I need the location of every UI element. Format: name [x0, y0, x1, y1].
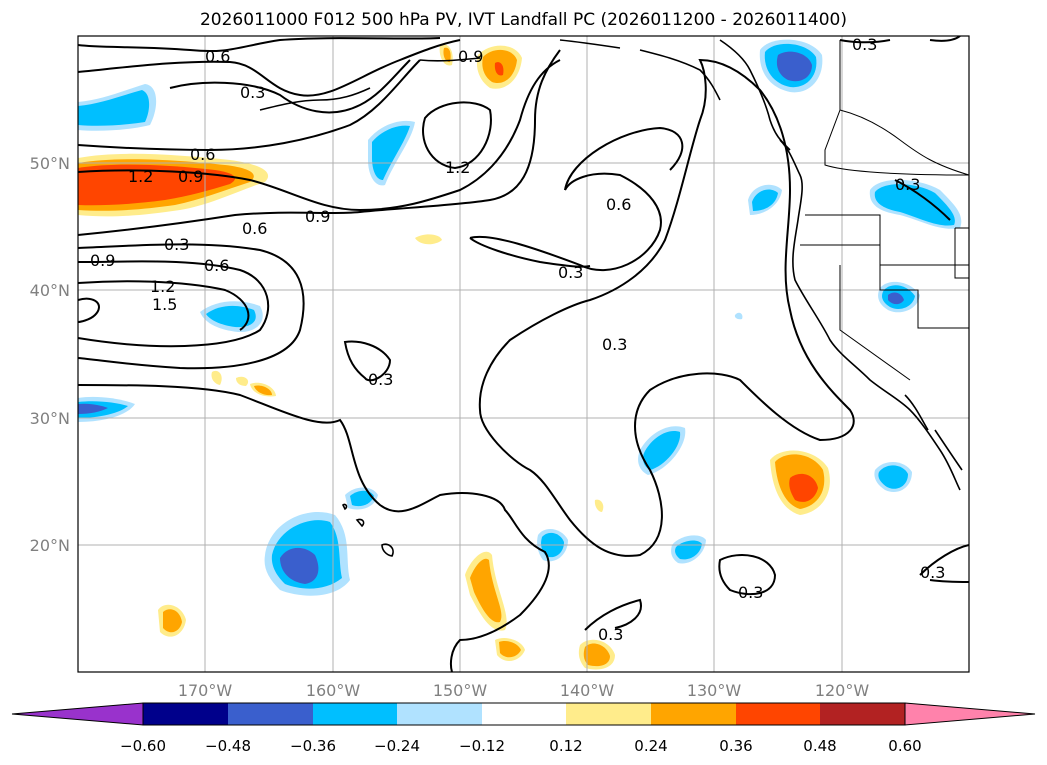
lon-label: 130°W	[687, 681, 742, 700]
lat-label: 50°N	[30, 154, 70, 173]
filled-pc-field	[78, 39, 962, 670]
lon-label: 170°W	[178, 681, 233, 700]
contour-label: 0.3	[598, 625, 623, 644]
borders	[800, 40, 969, 381]
colorbar-tick: −0.60	[120, 737, 166, 755]
contour-label: 0.6	[190, 145, 215, 164]
colorbar-bin	[566, 703, 651, 725]
lon-label: 140°W	[560, 681, 615, 700]
colorbar-tick: −0.12	[459, 737, 505, 755]
colorbar-extend-max	[904, 702, 1036, 726]
colorbar-bin	[313, 703, 397, 725]
contour-label: 0.3	[895, 175, 920, 194]
lon-label: 160°W	[306, 681, 361, 700]
figure-title: 2026011000 F012 500 hPa PV, IVT Landfall…	[199, 10, 847, 30]
longitude-labels: 170°W 160°W 150°W 140°W 130°W 120°W	[178, 681, 870, 700]
lon-label: 120°W	[815, 681, 870, 700]
contour-label: 0.3	[240, 83, 265, 102]
graticule	[78, 36, 969, 672]
lat-label: 30°N	[30, 409, 70, 428]
contour-labels: 0.6 0.3 0.9 0.6 1.2 0.9 0.6 0.9 0.3 0.6 …	[90, 35, 945, 644]
colorbar-bin	[820, 703, 905, 725]
colorbar-tick: 0.60	[888, 737, 921, 755]
colorbar-bin	[143, 703, 228, 725]
lon-label: 150°W	[433, 681, 488, 700]
colorbar-bin	[228, 703, 313, 725]
colorbar-bin	[651, 703, 736, 725]
contour-label: 0.9	[305, 207, 330, 226]
contour-label: 1.5	[152, 295, 177, 314]
contour-label: 1.2	[128, 167, 153, 186]
colorbar-bin	[482, 703, 566, 725]
coastlines	[259, 39, 963, 557]
contour-label: 0.9	[90, 251, 115, 270]
colorbar-tick: −0.24	[374, 737, 420, 755]
contour-label: 0.3	[558, 263, 583, 282]
contour-label: 1.2	[150, 277, 175, 296]
pv-contours	[78, 36, 969, 672]
colorbar-tick: 0.36	[719, 737, 752, 755]
contour-label: 0.3	[602, 335, 627, 354]
contour-label: 0.6	[204, 256, 229, 275]
contour-label: 0.3	[368, 370, 393, 389]
colorbar-tick: 0.12	[549, 737, 582, 755]
colorbar-tick: −0.36	[290, 737, 336, 755]
colorbar-bin	[397, 703, 482, 725]
contour-label: 0.9	[178, 167, 203, 186]
colorbar-bin	[736, 703, 820, 725]
contour-label: 0.6	[205, 47, 230, 66]
colorbar-tick: 0.24	[634, 737, 667, 755]
contour-label: 0.3	[852, 35, 877, 54]
colorbar-extend-min	[11, 702, 144, 726]
contour-label: 0.6	[606, 195, 631, 214]
contour-label: 0.3	[164, 235, 189, 254]
lat-label: 20°N	[30, 536, 70, 555]
contour-label: 1.2	[445, 158, 470, 177]
lat-label: 40°N	[30, 281, 70, 300]
map-frame	[77, 35, 970, 673]
colorbar-tick: 0.48	[803, 737, 836, 755]
contour-label: 0.6	[242, 219, 267, 238]
contour-label: 0.3	[738, 583, 763, 602]
latitude-labels: 50°N 40°N 30°N 20°N	[30, 154, 70, 555]
contour-label: 0.3	[920, 563, 945, 582]
colorbar-tick: −0.48	[205, 737, 251, 755]
colorbar: −0.60 −0.48 −0.36 −0.24 −0.12 0.12 0.24 …	[11, 702, 1036, 755]
contour-label: 0.9	[458, 47, 483, 66]
